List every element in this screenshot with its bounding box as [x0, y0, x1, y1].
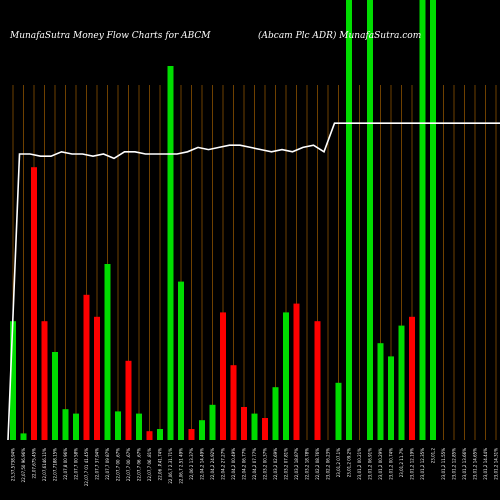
chart-header-right: (Abcam Plc ADR) MunafaSutra.com: [258, 30, 421, 41]
x-tick-label: 22,03,2 02.69%: [273, 448, 278, 480]
x-tick-label: 22,03,2 00.37%: [263, 448, 268, 480]
x-tick-label: 22,07,7188.15%: [53, 448, 58, 481]
money-flow-bar: [188, 429, 195, 440]
money-flow-bar: [272, 387, 279, 440]
money-flow-bar: [31, 167, 37, 440]
x-tick-label: 23,01,2 00.29%: [378, 448, 383, 480]
money-flow-bar: [167, 66, 174, 440]
money-flow-bar: [115, 411, 121, 440]
x-tick-label: 22,06,7 2.51 49%: [179, 448, 184, 484]
x-tick-label: 23,37,5738.94%: [11, 448, 16, 481]
x-tick-label: 23,01,2 00.74%: [389, 448, 394, 480]
x-tick-label: 22,03,2 07.81%: [284, 448, 289, 480]
x-tick-label: 23,01,2 12.85%: [452, 448, 457, 480]
money-flow-bar: [419, 0, 426, 440]
money-flow-bar: [146, 431, 153, 440]
money-flow-bar: [62, 409, 69, 440]
money-flow-bar: [220, 312, 226, 440]
x-tick-label: 22,06 .P.41.74%: [158, 448, 163, 481]
x-tick-label: 23,01,2 11.55%: [441, 448, 446, 480]
money-flow-bar: [388, 356, 394, 440]
x-tick-label: 23,01,2 12.19%: [410, 448, 415, 480]
money-flow-bar: [125, 360, 132, 440]
x-tick-label: 23,01,2 14.31%: [494, 448, 499, 480]
x-tick-label: 22,07,7 01 41.45%: [84, 448, 89, 486]
money-flow-bar: [241, 407, 247, 440]
x-tick-label: 22,06 2 13.37%: [189, 448, 194, 480]
x-tick-label: 22,07,6146.11%: [42, 448, 47, 481]
x-tick-label: 22,07,7 00 .67%: [126, 448, 131, 481]
x-tick-label: 22,04,2 00.49%: [231, 448, 236, 480]
x-tick-label: 22,02,2 08.76%: [315, 448, 320, 480]
x-tick-label: 22,07,7 06 .81%: [147, 448, 152, 481]
x-tick-labels: 23,37,5738.94% 22,07,50 96.96% 22,07,675.4…: [11, 448, 499, 487]
money-flow-bar: [10, 321, 16, 440]
x-tick-label: 22,07,7 06 .67%: [137, 448, 142, 481]
x-tick-label: 22,07,7 00 58%: [74, 448, 79, 480]
x-tick-label: 23,01,2 14.44%: [483, 448, 488, 480]
x-tick-label: 23,01,2: [431, 448, 436, 464]
money-flow-bar: [52, 352, 58, 440]
money-flow-bar: [314, 321, 321, 440]
money-flow-bar: [367, 0, 373, 440]
x-tick-label: 22,07,50 96.96%: [21, 448, 26, 483]
money-flow-bar: [346, 0, 352, 440]
x-tick-label: 22,07,675.45%: [32, 448, 37, 479]
x-tick-label: 22,04,2 24.92%: [210, 448, 215, 480]
money-flow-bar: [430, 0, 436, 440]
x-tick-label: 23,01,2 07.1%: [336, 448, 341, 477]
x-tick-label: 22,03,2 18.87%: [294, 448, 299, 480]
money-flow-bars: [10, 0, 436, 440]
money-flow-bar: [41, 321, 48, 440]
x-tick-label: 23,01,2 14.65%: [473, 448, 478, 480]
x-tick-label: 22,07,7 09 87%: [105, 448, 110, 480]
chart-header-left: MunafaSutra Money Flow Charts for ABCM: [9, 31, 211, 41]
money-flow-bar: [283, 312, 289, 440]
x-tick-label: 23,01,2 11.7%: [399, 448, 404, 477]
x-tick-label: 22,06,7 2.31.71%: [168, 448, 173, 484]
money-flow-bar: [377, 343, 384, 440]
money-flow-bar: [157, 429, 163, 440]
x-tick-label: 22,07,7 00 .67%: [116, 448, 121, 481]
x-tick-label: 22,03,2 18.78%: [305, 448, 310, 480]
x-tick-label: 23,01,2 00.21%: [357, 448, 362, 480]
trend-line: [7, 122, 500, 441]
money-flow-bar: [20, 433, 27, 440]
x-tick-label: 22,07,7 37.94%: [95, 448, 100, 480]
money-flow-bar: [335, 382, 342, 440]
money-flow-bar: [398, 325, 405, 440]
money-flow-bar: [262, 418, 268, 440]
money-flow-bar: [104, 264, 111, 440]
money-flow-bar: [251, 413, 258, 440]
money-flow-bar: [136, 413, 142, 440]
x-tick-label: 23,02,2 06.23%: [326, 448, 331, 480]
money-flow-bar: [178, 281, 184, 440]
x-tick-label: 22,04,2 06.77%: [242, 448, 247, 480]
money-flow-bar: [209, 404, 216, 440]
x-tick-label: 23,01,2 06.91%: [368, 448, 373, 480]
x-tick-label: 23,01,2 09.2%: [347, 448, 352, 477]
x-tick-label: 22,04,2 07.77%: [252, 448, 257, 480]
x-tick-label: 22,04,2 27.27%: [221, 448, 226, 480]
x-tick-label: 23,01,2 13.66%: [462, 448, 467, 480]
x-tick-label: 23,01,2 12.35%: [420, 448, 425, 480]
money-flow-bar: [293, 303, 300, 440]
money-flow-bar: [94, 316, 100, 440]
money-flow-bar: [73, 413, 79, 440]
money-flow-bar: [83, 294, 90, 440]
x-tick-label: 22,07,8 00 96%: [63, 448, 68, 480]
money-flow-bar: [199, 420, 205, 440]
money-flow-bar: [230, 365, 237, 440]
money-flow-bar: [409, 316, 415, 440]
x-tick-label: 22,04,2 14.49%: [200, 448, 205, 480]
